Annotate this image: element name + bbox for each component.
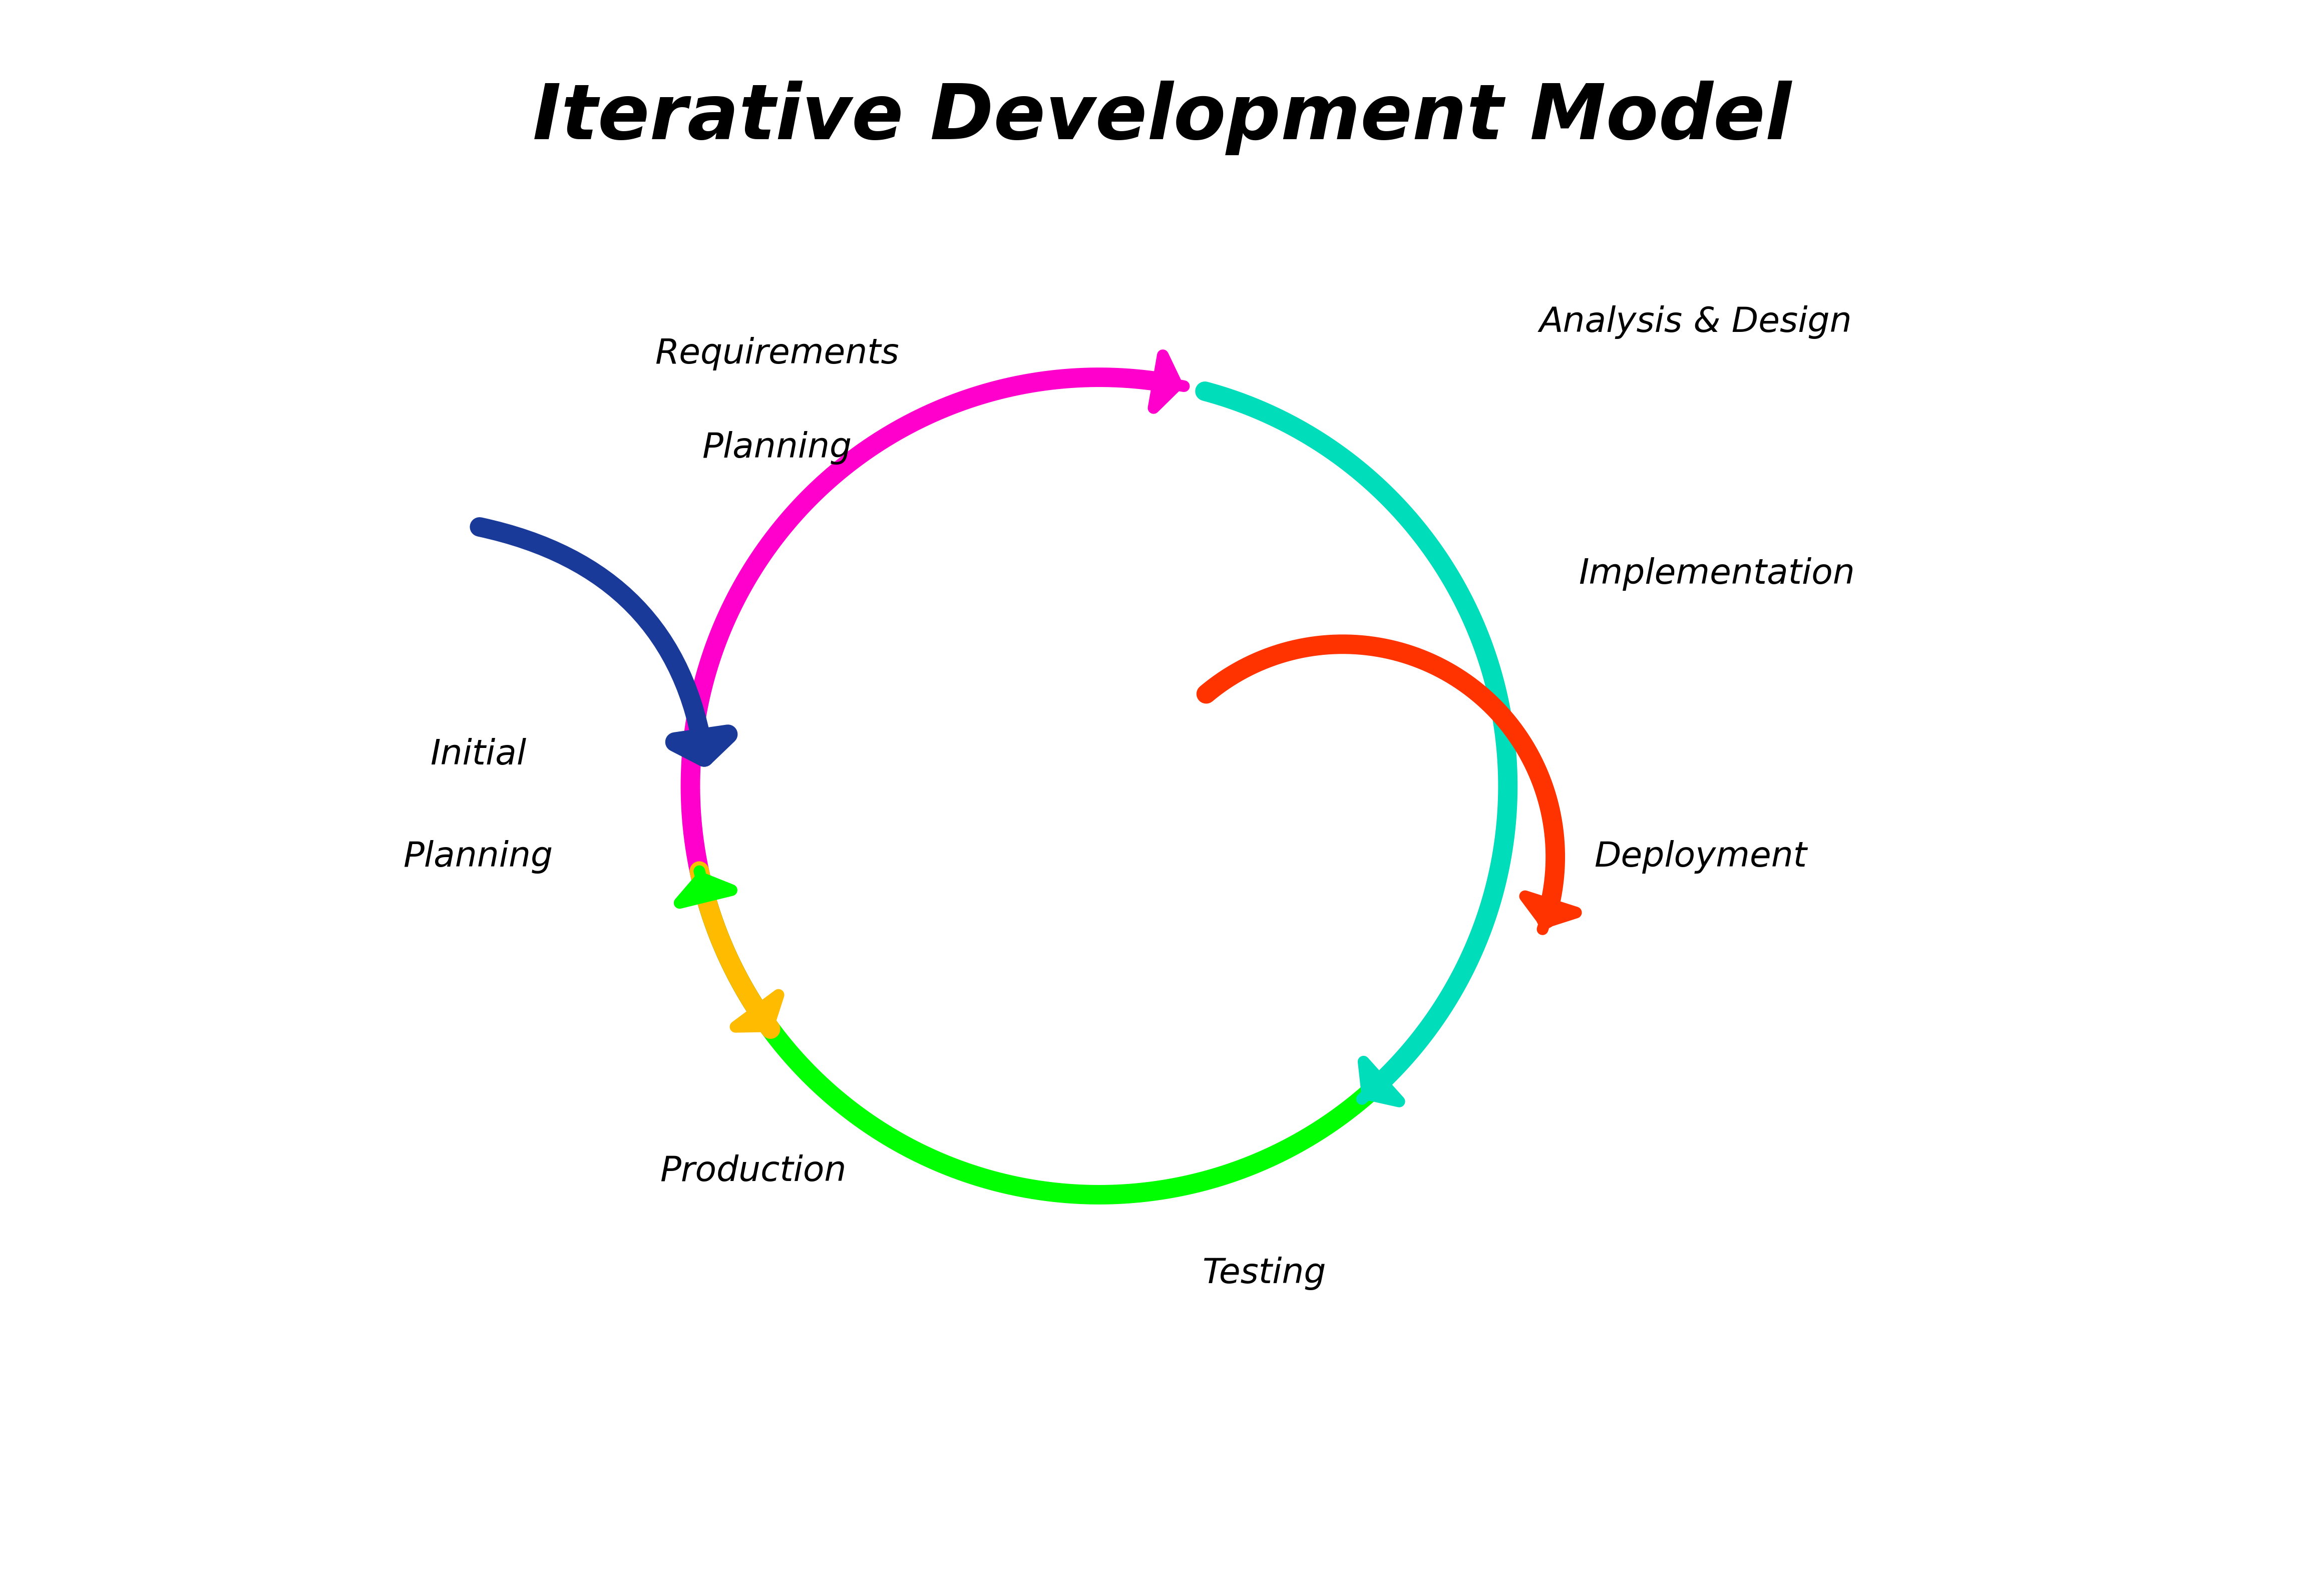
- Text: Production: Production: [660, 1154, 846, 1188]
- Text: Deployment: Deployment: [1594, 839, 1808, 874]
- Text: Planning: Planning: [702, 431, 851, 465]
- Text: Requirements: Requirements: [655, 336, 899, 371]
- Text: Analysis & Design: Analysis & Design: [1538, 305, 1852, 340]
- Text: Testing: Testing: [1202, 1256, 1327, 1291]
- Text: Iterative Development Model: Iterative Development Model: [532, 80, 1792, 156]
- Text: Initial: Initial: [430, 737, 525, 772]
- Text: Planning: Planning: [404, 839, 553, 874]
- Text: Implementation: Implementation: [1578, 556, 1855, 591]
